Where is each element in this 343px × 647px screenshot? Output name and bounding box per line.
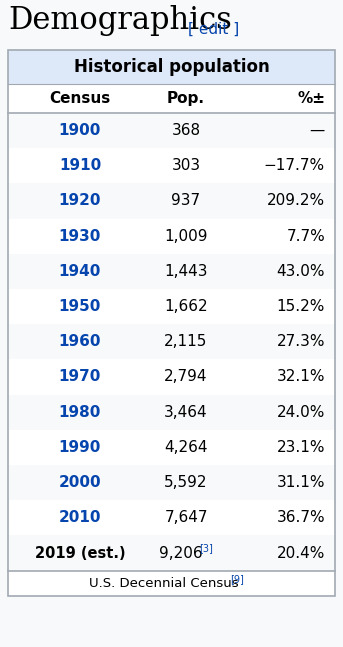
Text: 303: 303	[172, 159, 201, 173]
Text: Historical population: Historical population	[74, 58, 269, 76]
Text: 1980: 1980	[59, 405, 101, 420]
Text: 2019 (est.): 2019 (est.)	[35, 545, 125, 560]
Text: [3]: [3]	[199, 543, 213, 553]
Text: 368: 368	[172, 123, 201, 138]
Text: 7,647: 7,647	[164, 510, 208, 525]
Text: [9]: [9]	[230, 575, 245, 584]
Text: 36.7%: 36.7%	[276, 510, 325, 525]
Text: 5,592: 5,592	[164, 475, 208, 490]
Text: 1920: 1920	[59, 193, 101, 208]
Bar	[8, 289, 335, 324]
Text: 20.4%: 20.4%	[276, 545, 325, 560]
Text: 1990: 1990	[59, 440, 101, 455]
Text: Census: Census	[49, 91, 111, 105]
Bar	[8, 183, 335, 219]
Text: 31.1%: 31.1%	[276, 475, 325, 490]
Bar	[8, 536, 335, 571]
Bar	[8, 50, 335, 83]
Text: 1930: 1930	[59, 228, 101, 244]
Text: 1910: 1910	[59, 159, 101, 173]
Bar	[8, 395, 335, 430]
Text: −17.7%: −17.7%	[264, 159, 325, 173]
Text: 1900: 1900	[59, 123, 101, 138]
Bar	[8, 571, 335, 596]
Text: 15.2%: 15.2%	[276, 299, 325, 314]
Bar	[8, 500, 335, 536]
Text: 1940: 1940	[59, 264, 101, 279]
Text: 2,794: 2,794	[164, 369, 208, 384]
Text: Demographics: Demographics	[8, 5, 232, 36]
Bar	[8, 148, 335, 183]
Text: 27.3%: 27.3%	[276, 334, 325, 349]
Text: 23.1%: 23.1%	[276, 440, 325, 455]
Text: U.S. Decennial Census: U.S. Decennial Census	[89, 577, 238, 590]
Text: 1,443: 1,443	[164, 264, 208, 279]
Text: 24.0%: 24.0%	[276, 405, 325, 420]
Bar	[8, 430, 335, 465]
Text: 2010: 2010	[59, 510, 101, 525]
Bar	[8, 465, 335, 500]
Text: 1970: 1970	[59, 369, 101, 384]
Text: Pop.: Pop.	[167, 91, 205, 105]
Text: 2000: 2000	[59, 475, 101, 490]
Text: 43.0%: 43.0%	[276, 264, 325, 279]
Text: 32.1%: 32.1%	[276, 369, 325, 384]
Text: 3,464: 3,464	[164, 405, 208, 420]
Bar	[8, 50, 335, 596]
Text: 1960: 1960	[59, 334, 101, 349]
Text: —: —	[310, 123, 325, 138]
Bar	[8, 324, 335, 359]
Bar	[8, 83, 335, 113]
Text: 1,009: 1,009	[164, 228, 208, 244]
Bar	[8, 254, 335, 289]
Text: 1950: 1950	[59, 299, 101, 314]
Text: 2,115: 2,115	[164, 334, 208, 349]
Text: 1,662: 1,662	[164, 299, 208, 314]
Text: 9,206: 9,206	[159, 545, 203, 560]
Text: 7.7%: 7.7%	[286, 228, 325, 244]
Text: [ edit ]: [ edit ]	[188, 21, 239, 37]
Bar	[8, 359, 335, 395]
Text: 209.2%: 209.2%	[267, 193, 325, 208]
Bar	[8, 219, 335, 254]
Bar	[8, 113, 335, 148]
Text: %±: %±	[297, 91, 325, 105]
Text: 4,264: 4,264	[164, 440, 208, 455]
Text: 937: 937	[172, 193, 201, 208]
